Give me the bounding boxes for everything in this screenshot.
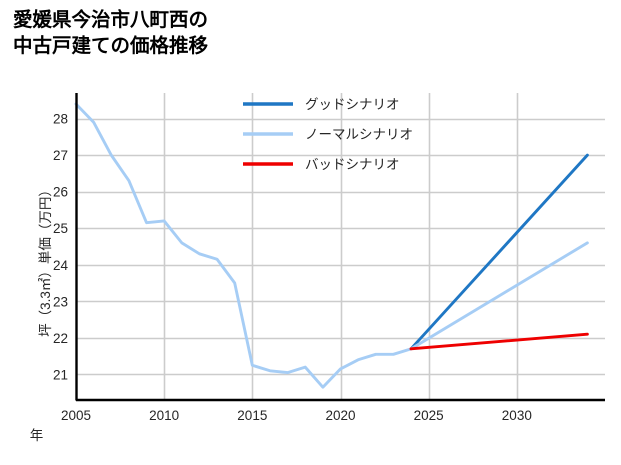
y-tick-label: 24	[53, 258, 69, 273]
series-line	[409, 332, 589, 351]
chart-title: 愛媛県今治市八町西の 中古戸建ての価格推移	[13, 9, 209, 57]
x-tick-label: 2020	[325, 408, 355, 423]
legend-label: グッドシナリオ	[305, 97, 400, 112]
gridlines	[75, 93, 605, 400]
axis-spines	[75, 93, 605, 402]
y-tick-label: 22	[53, 331, 68, 346]
y-tick-label: 21	[53, 367, 68, 382]
y-tick-label: 25	[53, 221, 68, 236]
x-tick-label: 2010	[149, 408, 179, 423]
series-line	[74, 102, 589, 389]
x-tick-label: 2015	[237, 408, 267, 423]
x-tick-label: 2030	[502, 408, 532, 423]
legend-label: ノーマルシナリオ	[305, 127, 413, 142]
series-lines	[74, 102, 589, 389]
y-tick-label: 23	[53, 294, 68, 309]
series-line	[409, 153, 589, 351]
y-axis-label: 坪（3.3㎡）単価（万円）	[38, 183, 53, 337]
x-axis-label: 年	[0, 424, 621, 444]
x-tick-labels: 2005 2010 2015 2020 2025 2030	[61, 408, 532, 423]
x-axis-label-text: 年	[29, 428, 44, 443]
y-tick-labels: 21 22 23 24 25 26 27 28	[53, 112, 69, 383]
y-tick-label: 28	[53, 112, 68, 127]
legend-label: バッドシナリオ	[305, 157, 400, 172]
y-tick-label: 26	[53, 185, 68, 200]
x-tick-label: 2005	[61, 408, 91, 423]
x-tick-label: 2025	[414, 408, 444, 423]
y-tick-label: 27	[53, 148, 68, 163]
